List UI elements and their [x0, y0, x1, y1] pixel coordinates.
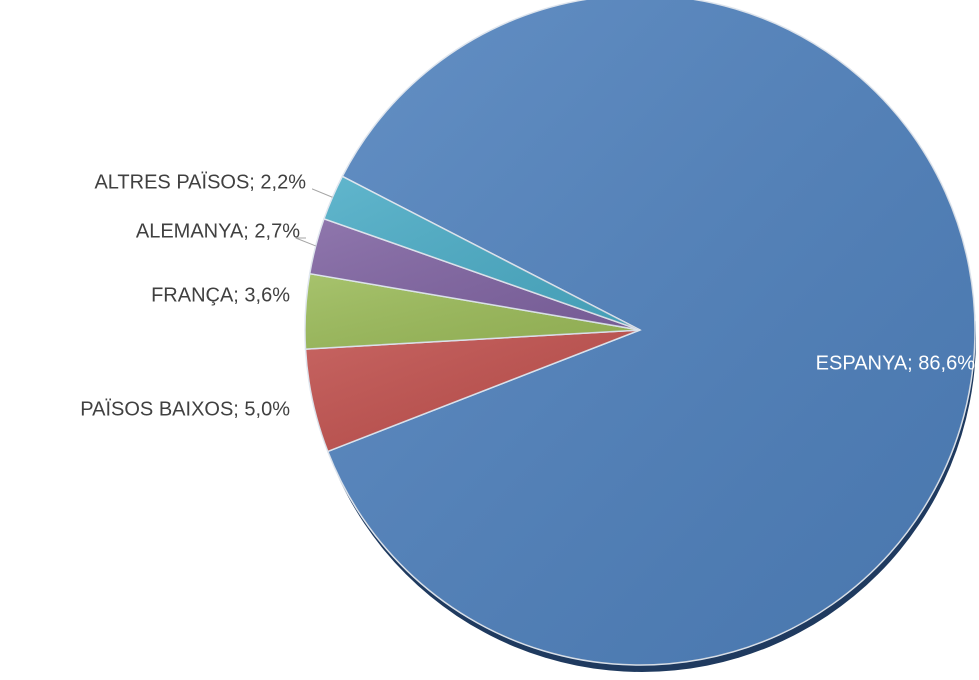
leader-line: [312, 188, 333, 198]
data-label: ESPANYA; 86,6%: [816, 352, 976, 374]
slice-sheen: [304, 273, 640, 350]
slice-sheen: [323, 176, 640, 330]
data-label: FRANÇA; 3,6%: [151, 284, 290, 306]
data-label: ALEMANYA; 2,7%: [136, 220, 300, 242]
slice-sheen: [309, 218, 640, 330]
slice-sheen: [327, 0, 975, 665]
data-label: ALTRES PAÏSOS; 2,2%: [94, 171, 306, 193]
data-label: PAÏSOS BAIXOS; 5,0%: [80, 398, 290, 420]
slice-sheen: [305, 330, 640, 452]
leader-line: [295, 237, 316, 247]
